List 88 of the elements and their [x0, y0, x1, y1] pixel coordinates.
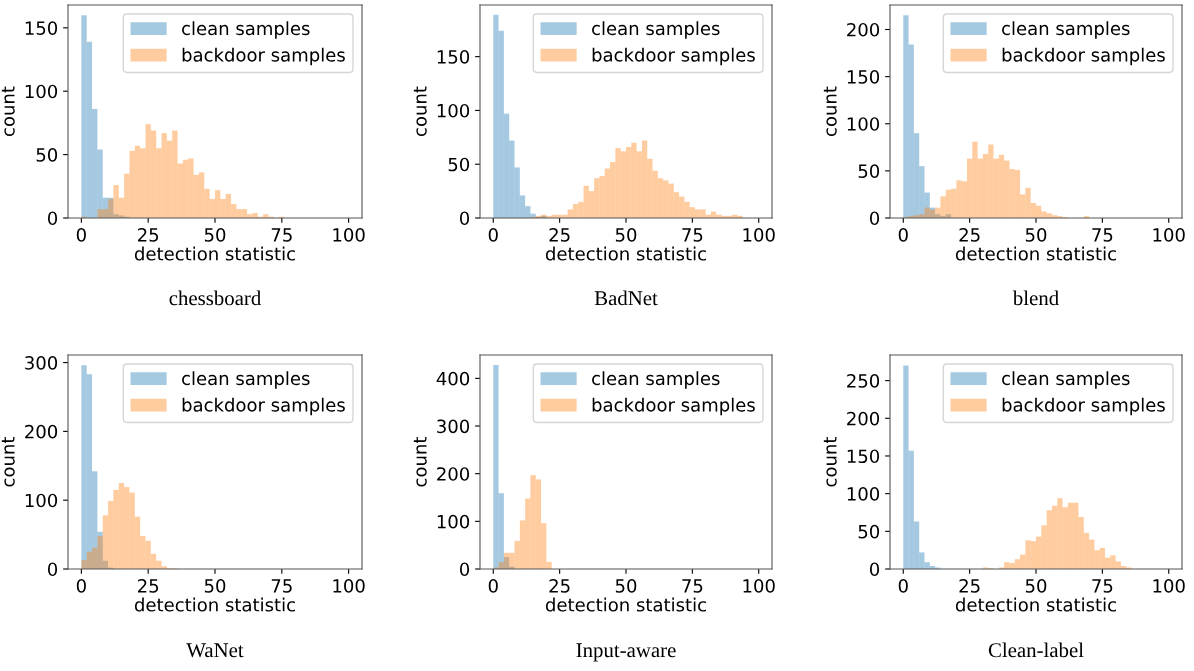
- text: chessboard: [169, 290, 262, 306]
- x-tick-label: 0: [76, 228, 86, 242]
- y-tick-label: 300: [25, 356, 58, 370]
- y-tick-label: 50: [858, 164, 880, 178]
- legend-label: backdoor samples: [182, 47, 345, 66]
- x-tick-label: 75: [1092, 228, 1113, 242]
- x-tick-label: 25: [959, 579, 980, 593]
- y-axis-title: count: [823, 436, 837, 487]
- x-axis-title: detection statistic: [134, 246, 295, 261]
- x-tick-label: 75: [682, 228, 703, 242]
- y-tick-label: 200: [437, 467, 470, 481]
- y-tick-label: 100: [25, 493, 58, 508]
- legend-label: backdoor samples: [1002, 397, 1165, 416]
- x-tick-label: 25: [138, 579, 159, 593]
- y-tick-label: 100: [847, 117, 880, 131]
- y-tick-label: 200: [847, 411, 880, 426]
- y-tick-label: 0: [47, 562, 58, 577]
- x-tick-label: 25: [549, 228, 570, 242]
- y-tick-label: 200: [847, 22, 880, 37]
- y-tick-label: 150: [847, 449, 880, 464]
- y-tick-label: 50: [448, 157, 470, 172]
- y-axis-title: count: [1, 86, 15, 136]
- x-axis-title: detection statistic: [545, 597, 706, 612]
- x-tick-label: 100: [1153, 228, 1185, 242]
- x-tick-label: 100: [743, 228, 775, 242]
- legend-label: clean samples: [182, 371, 310, 389]
- x-tick-label: 25: [138, 228, 159, 242]
- y-tick-label: 400: [436, 371, 470, 386]
- text: Clean-label: [988, 642, 1084, 658]
- x-tick-label: 50: [204, 228, 226, 242]
- x-axis-title: detection statistic: [955, 597, 1116, 612]
- x-tick-label: 100: [333, 228, 365, 242]
- x-tick-label: 100: [743, 579, 775, 593]
- x-tick-label: 100: [1153, 579, 1185, 593]
- text: Input-aware: [576, 643, 676, 662]
- y-axis-title: count: [413, 86, 427, 136]
- y-axis-title: count: [1, 436, 15, 487]
- y-tick-label: 150: [847, 70, 880, 84]
- y-tick-label: 0: [459, 211, 470, 226]
- y-tick-label: 300: [437, 419, 470, 434]
- y-tick-label: 150: [437, 50, 470, 64]
- y-tick-label: 0: [869, 562, 880, 577]
- y-tick-label: 200: [25, 424, 58, 439]
- x-tick-label: 50: [615, 228, 637, 242]
- x-tick-label: 75: [271, 579, 292, 593]
- x-tick-label: 0: [76, 579, 86, 593]
- x-axis-title: detection statistic: [955, 246, 1116, 261]
- x-tick-label: 0: [488, 579, 498, 593]
- y-tick-label: 100: [437, 103, 470, 118]
- text: WaNet: [186, 643, 244, 658]
- text: BadNet: [594, 290, 658, 306]
- legend-label: clean samples: [592, 21, 720, 39]
- x-tick-label: 0: [488, 228, 498, 242]
- y-axis-title: count: [823, 86, 837, 136]
- x-tick-label: 100: [333, 579, 365, 593]
- y-tick-label: 100: [437, 514, 470, 529]
- x-tick-label: 25: [549, 579, 570, 593]
- y-tick-label: 250: [847, 374, 880, 388]
- y-tick-label: 50: [36, 148, 58, 162]
- legend-label: backdoor samples: [592, 397, 755, 416]
- legend-label: backdoor samples: [182, 397, 345, 416]
- x-tick-label: 75: [682, 579, 703, 593]
- text: blend: [1012, 290, 1059, 306]
- legend-label: backdoor samples: [1002, 47, 1165, 66]
- x-tick-label: 0: [898, 579, 908, 593]
- legend-label: clean samples: [1002, 371, 1130, 389]
- legend-label: clean samples: [1002, 21, 1130, 39]
- y-axis-title: count: [413, 436, 427, 487]
- x-tick-label: 50: [615, 579, 637, 593]
- x-tick-label: 75: [271, 228, 292, 242]
- y-tick-label: 0: [869, 211, 880, 226]
- legend-label: clean samples: [592, 371, 720, 389]
- legend-label: clean samples: [182, 21, 310, 39]
- y-tick-label: 50: [858, 524, 880, 539]
- y-tick-label: 100: [25, 84, 58, 99]
- legend-label: backdoor samples: [592, 47, 755, 66]
- x-tick-label: 75: [1092, 579, 1113, 593]
- x-tick-label: 50: [204, 579, 226, 593]
- x-tick-label: 50: [1025, 579, 1047, 593]
- x-tick-label: 50: [1025, 228, 1047, 242]
- x-tick-label: 0: [898, 228, 908, 242]
- y-tick-label: 150: [25, 21, 58, 35]
- x-axis-title: detection statistic: [545, 246, 706, 261]
- x-axis-title: detection statistic: [134, 597, 295, 612]
- y-tick-label: 0: [47, 211, 58, 226]
- y-tick-label: 100: [847, 487, 880, 501]
- x-tick-label: 25: [959, 228, 980, 242]
- y-tick-label: 0: [459, 562, 470, 577]
